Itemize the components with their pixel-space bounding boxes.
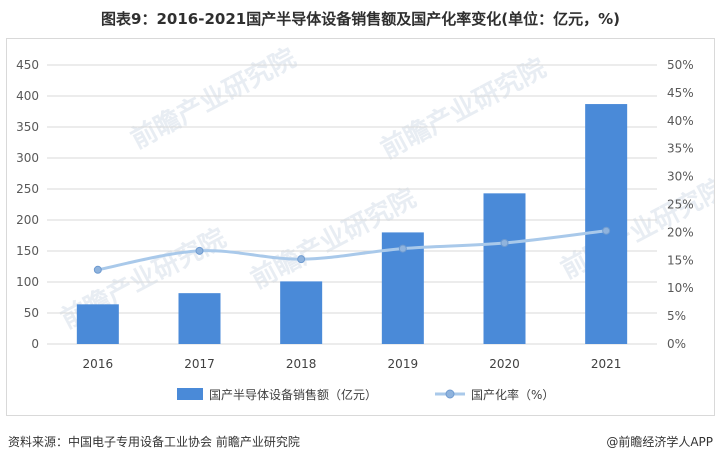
y-right-tick-label: 0% — [667, 337, 686, 351]
y-right-tick-label: 45% — [667, 86, 694, 100]
y-left-tick-label: 200 — [16, 213, 39, 227]
legend-swatch-bar — [177, 388, 203, 400]
x-tick-label: 2019 — [388, 357, 419, 371]
legend-label-bar: 国产半导体设备销售额（亿元） — [209, 387, 377, 402]
x-tick-label: 2016 — [83, 357, 114, 371]
watermark-text: 前瞻产业研究院 — [376, 52, 551, 165]
legend-swatch-marker — [445, 389, 455, 399]
bar — [585, 104, 628, 344]
watermark-text: 前瞻产业研究院 — [126, 42, 301, 155]
y-right-tick-label: 20% — [667, 225, 694, 239]
y-right-tick-label: 25% — [667, 198, 694, 212]
bar — [280, 281, 323, 344]
line-point — [398, 244, 407, 253]
y-right-tick-label: 5% — [667, 309, 686, 323]
x-tick-label: 2020 — [489, 357, 520, 371]
line-point — [297, 255, 306, 264]
chart-title: 图表9：2016-2021国产半导体设备销售额及国产化率变化(单位：亿元，%) — [101, 10, 620, 28]
y-left-tick-label: 150 — [16, 244, 39, 258]
source-note: 资料来源：中国电子专用设备工业协会 前瞻产业研究院 — [8, 435, 300, 449]
line-point — [500, 239, 509, 248]
line-point — [602, 226, 611, 235]
bar — [76, 304, 119, 344]
y-right-tick-label: 10% — [667, 281, 694, 295]
bar — [178, 293, 221, 344]
line-point — [195, 246, 204, 255]
y-right-tick-label: 15% — [667, 253, 694, 267]
y-left-tick-label: 400 — [16, 89, 39, 103]
x-tick-label: 2018 — [286, 357, 317, 371]
y-left-tick-label: 0 — [31, 337, 39, 351]
y-left-tick-label: 450 — [16, 58, 39, 72]
y-right-tick-label: 50% — [667, 58, 694, 72]
combo-chart: 前瞻产业研究院前瞻产业研究院前瞻产业研究院前瞻产业研究院前瞻产业研究院05010… — [16, 42, 714, 402]
y-right-tick-label: 40% — [667, 114, 694, 128]
chart-frame: 前瞻产业研究院 前瞻产业研究院 前瞻产业研究院 前瞻产业研究院 前瞻产业研究院 0 50 10… — [6, 38, 715, 416]
line-point — [93, 265, 102, 274]
line-series-path — [97, 229, 607, 272]
bar — [483, 193, 526, 344]
legend-label-line: 国产化率（%） — [471, 387, 554, 402]
y-left-tick-label: 50 — [24, 306, 39, 320]
brand-credit: @前瞻经济学人APP — [606, 435, 713, 449]
y-left-tick-label: 350 — [16, 120, 39, 134]
x-tick-label: 2021 — [591, 357, 622, 371]
y-left-tick-label: 250 — [16, 182, 39, 196]
y-right-tick-label: 35% — [667, 142, 694, 156]
y-left-tick-label: 100 — [16, 275, 39, 289]
y-right-tick-label: 30% — [667, 170, 694, 184]
y-left-tick-label: 300 — [16, 151, 39, 165]
x-tick-label: 2017 — [184, 357, 215, 371]
